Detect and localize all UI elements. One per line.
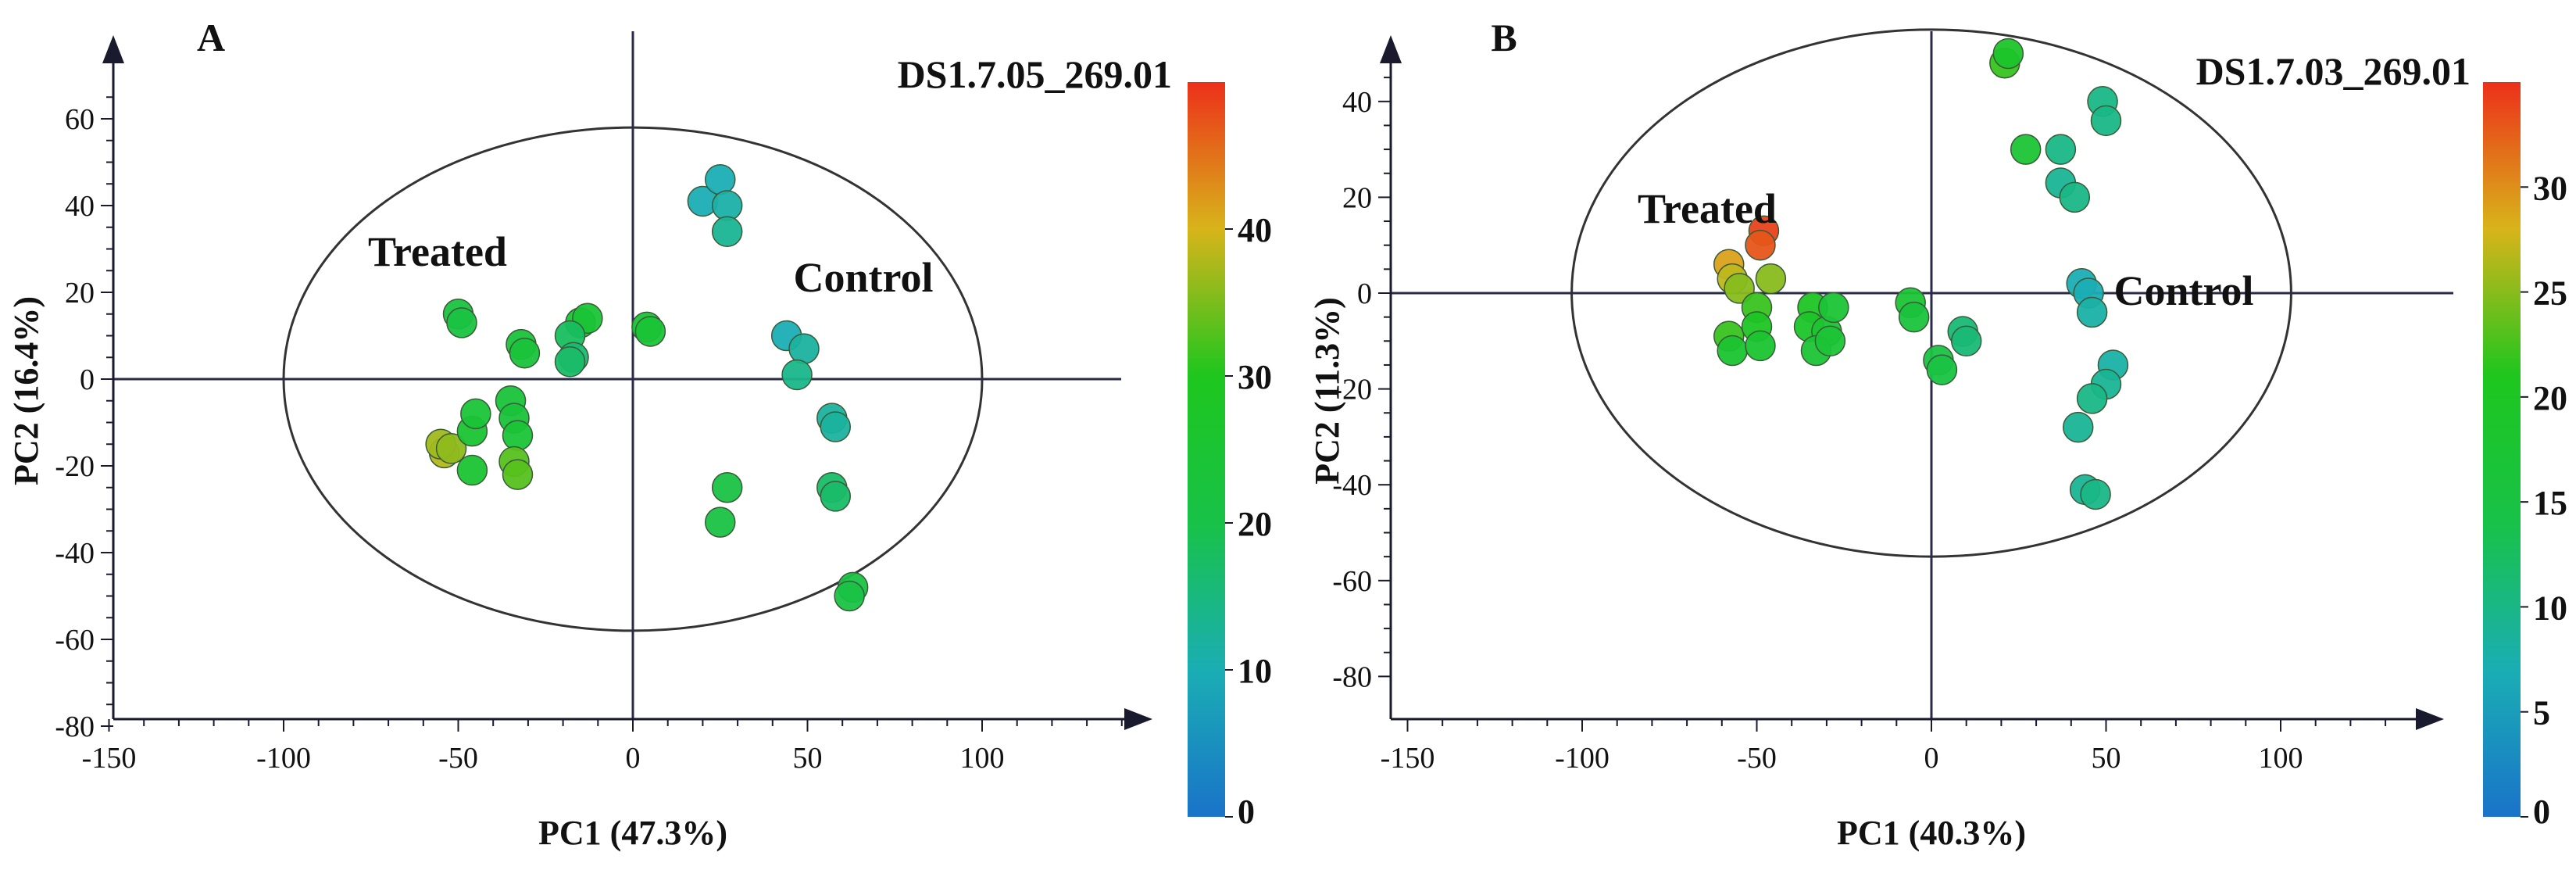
colorbar-tick-label: 5	[2533, 694, 2550, 732]
panel-title: DS1.7.05_269.01	[898, 52, 1172, 96]
data-point	[509, 337, 541, 369]
x-tick-label: -50	[1737, 742, 1777, 775]
colorbar-tick-label: 20	[2533, 379, 2567, 417]
x-tick-label: 100	[960, 742, 1005, 775]
colorbar	[1188, 82, 1225, 817]
group-label-control: Control	[2113, 267, 2253, 314]
data-point	[2080, 478, 2111, 510]
y-axis-label: PC2 (16.4%)	[7, 296, 45, 485]
data-point	[2062, 411, 2094, 443]
data-point	[1992, 38, 2024, 70]
panel-letter: B	[1491, 16, 1517, 59]
x-axis-label: PC1 (47.3%)	[538, 814, 727, 852]
data-point	[1717, 335, 1748, 367]
x-tick-label: 0	[1924, 742, 1939, 775]
y-tick-label: -60	[55, 624, 95, 657]
data-point	[1814, 325, 1846, 357]
data-point	[502, 420, 534, 451]
panel-A: -150 -100 -50 0 50 100-80-60-40-200204060ADS1…	[7, 16, 1272, 852]
x-tick-label: -100	[256, 742, 311, 775]
x-axis-label: PC1 (40.3%)	[1837, 814, 2026, 852]
y-tick-label: -20	[55, 450, 95, 483]
y-tick-label: 40	[65, 190, 95, 223]
colorbar-tick-label: 25	[2533, 274, 2567, 313]
data-point	[834, 580, 865, 612]
data-point	[781, 359, 813, 391]
data-point	[2076, 296, 2108, 328]
data-point	[1926, 354, 1958, 385]
colorbar-tick-label: 0	[1238, 793, 1255, 831]
x-tick-label: -100	[1555, 742, 1610, 775]
colorbar-tick-label: 10	[1238, 652, 1272, 690]
x-tick-label: -50	[438, 742, 478, 775]
data-point	[1898, 301, 1930, 333]
data-point	[711, 216, 743, 248]
data-point	[435, 433, 467, 464]
data-point	[634, 316, 666, 347]
data-point	[2010, 134, 2042, 165]
group-label-treated: Treated	[1638, 185, 1777, 232]
data-point	[1745, 229, 1776, 261]
group-label-control: Control	[793, 254, 933, 301]
data-point	[460, 398, 491, 430]
data-point	[502, 459, 534, 490]
y-tick-label: 40	[1342, 86, 1372, 119]
data-point	[711, 190, 743, 221]
data-point	[446, 307, 477, 338]
colorbar-tick-label: 10	[2533, 589, 2567, 627]
x-tick-label: 0	[626, 742, 641, 775]
data-point	[1818, 292, 1849, 324]
data-point	[1724, 273, 1755, 304]
y-axis-arrow	[102, 35, 124, 63]
data-point	[2045, 134, 2077, 165]
y-axis-label: PC2 (11.3%)	[1308, 297, 1346, 485]
x-tick-label: -150	[82, 742, 137, 775]
colorbar-tick-label: 30	[2533, 169, 2567, 207]
y-tick-label: 20	[1342, 181, 1372, 214]
y-tick-label: -60	[1332, 565, 1372, 598]
panel-B: -150 -100 -50 0 50 100-80-60-40-2002040BDS1.7…	[1308, 16, 2567, 852]
y-tick-label: -40	[55, 537, 95, 570]
data-point	[705, 507, 736, 538]
x-tick-label: 50	[793, 742, 823, 775]
data-point	[554, 346, 586, 378]
data-point	[788, 333, 820, 364]
colorbar-tick-label: 40	[1238, 211, 1272, 249]
data-point	[705, 163, 736, 195]
colorbar-tick-label: 20	[1238, 505, 1272, 543]
x-tick-label: 100	[2259, 742, 2303, 775]
data-point	[2076, 383, 2108, 414]
y-tick-label: 0	[80, 363, 95, 396]
data-point	[1755, 263, 1787, 295]
data-point	[1950, 325, 1982, 357]
group-label-treated: Treated	[368, 228, 507, 275]
x-axis-arrow	[1124, 708, 1152, 730]
data-point	[2090, 105, 2122, 137]
y-tick-label: 60	[65, 103, 95, 136]
x-axis-arrow	[2416, 708, 2444, 730]
y-tick-label: -20	[1332, 374, 1372, 406]
y-tick-label: -80	[1332, 660, 1372, 693]
y-tick-label: -40	[1332, 469, 1372, 502]
x-tick-label: -150	[1381, 742, 1435, 775]
colorbar-tick-label: 30	[1238, 358, 1272, 396]
x-tick-label: 50	[2092, 742, 2121, 775]
y-axis-arrow	[1380, 35, 1402, 63]
data-point	[820, 481, 852, 512]
y-tick-label: -80	[55, 711, 95, 743]
colorbar-tick-label: 15	[2533, 484, 2567, 522]
colorbar-tick-label: 0	[2533, 793, 2550, 831]
data-point	[1745, 330, 1776, 362]
y-tick-label: 0	[1357, 277, 1372, 310]
colorbar	[2483, 82, 2521, 817]
panel-letter: A	[197, 16, 225, 59]
y-tick-label: 20	[65, 277, 95, 310]
data-point	[820, 411, 852, 442]
data-point	[711, 472, 743, 503]
data-point	[456, 454, 488, 486]
panel-title: DS1.7.03_269.01	[2196, 49, 2471, 93]
data-point	[2059, 181, 2091, 213]
